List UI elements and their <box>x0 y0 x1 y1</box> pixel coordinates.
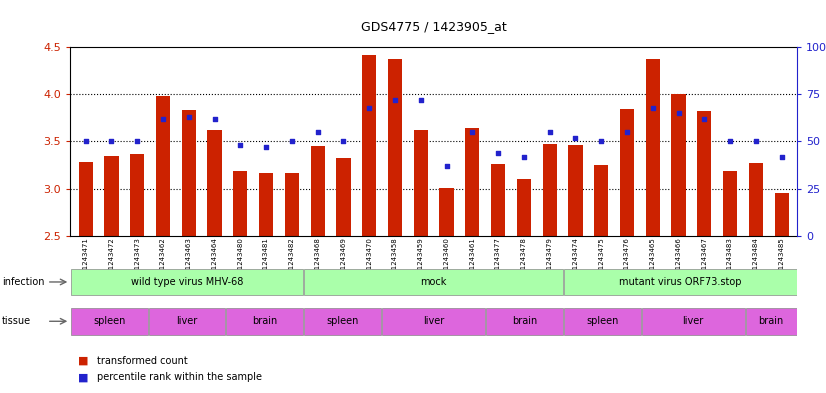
Bar <box>672 94 686 236</box>
Text: liver: liver <box>423 316 444 326</box>
Text: spleen: spleen <box>326 316 359 326</box>
Point <box>672 110 685 116</box>
Point <box>724 138 737 145</box>
Point <box>569 134 582 141</box>
Bar <box>486 308 563 334</box>
Bar <box>71 269 303 295</box>
Point <box>620 129 634 135</box>
Bar <box>723 171 737 236</box>
Bar <box>149 308 225 334</box>
Bar <box>336 158 350 236</box>
Bar <box>382 308 485 334</box>
Bar <box>207 130 221 236</box>
Text: transformed count: transformed count <box>97 356 188 366</box>
Text: mock: mock <box>420 277 447 287</box>
Text: brain: brain <box>252 316 278 326</box>
Bar <box>594 165 608 236</box>
Bar <box>746 308 796 334</box>
Bar <box>646 59 660 236</box>
Bar <box>491 164 506 236</box>
Bar <box>285 173 299 236</box>
Point <box>259 144 273 150</box>
Bar <box>564 308 641 334</box>
Point <box>79 138 93 145</box>
Text: infection: infection <box>2 277 44 287</box>
Point <box>105 138 118 145</box>
Bar <box>156 96 170 236</box>
Bar <box>517 179 531 236</box>
Point <box>414 97 427 103</box>
Bar <box>439 188 453 236</box>
Point <box>440 163 453 169</box>
Bar <box>388 59 402 236</box>
Bar <box>226 308 303 334</box>
Point <box>131 138 144 145</box>
Text: mutant virus ORF73.stop: mutant virus ORF73.stop <box>619 277 742 287</box>
Point <box>208 116 221 122</box>
Point <box>698 116 711 122</box>
Point <box>183 114 196 120</box>
Point <box>749 138 762 145</box>
Text: liver: liver <box>177 316 197 326</box>
Text: brain: brain <box>512 316 537 326</box>
Point <box>775 153 788 160</box>
Bar <box>233 171 248 236</box>
Point <box>517 153 530 160</box>
Bar <box>564 269 796 295</box>
Bar <box>311 146 325 236</box>
Point <box>311 129 325 135</box>
Bar <box>131 154 145 236</box>
Text: wild type virus MHV-68: wild type virus MHV-68 <box>131 277 243 287</box>
Point <box>285 138 298 145</box>
Point <box>491 150 505 156</box>
Text: liver: liver <box>682 316 704 326</box>
Point <box>363 105 376 111</box>
Bar <box>414 130 428 236</box>
Bar <box>78 162 93 236</box>
Bar <box>697 111 711 236</box>
Bar <box>182 110 196 236</box>
Text: GDS4775 / 1423905_at: GDS4775 / 1423905_at <box>361 20 506 33</box>
Point <box>234 142 247 149</box>
Bar <box>304 269 563 295</box>
Point <box>595 138 608 145</box>
Point <box>388 97 401 103</box>
Bar <box>568 145 582 236</box>
Point <box>646 105 659 111</box>
Point <box>466 129 479 135</box>
Point <box>543 129 556 135</box>
Bar <box>259 173 273 236</box>
Text: ■: ■ <box>78 372 89 382</box>
Bar <box>104 156 119 236</box>
Text: spleen: spleen <box>93 316 126 326</box>
Bar <box>775 193 789 236</box>
Bar <box>642 308 745 334</box>
Point <box>337 138 350 145</box>
Text: percentile rank within the sample: percentile rank within the sample <box>97 372 262 382</box>
Bar <box>465 128 479 236</box>
Bar <box>620 109 634 236</box>
Text: brain: brain <box>758 316 784 326</box>
Text: spleen: spleen <box>586 316 619 326</box>
Bar <box>71 308 148 334</box>
Bar <box>543 144 557 236</box>
Text: tissue: tissue <box>2 316 31 326</box>
Point <box>156 116 169 122</box>
Bar <box>304 308 382 334</box>
Text: ■: ■ <box>78 356 89 366</box>
Bar <box>748 163 763 236</box>
Bar <box>362 55 377 236</box>
